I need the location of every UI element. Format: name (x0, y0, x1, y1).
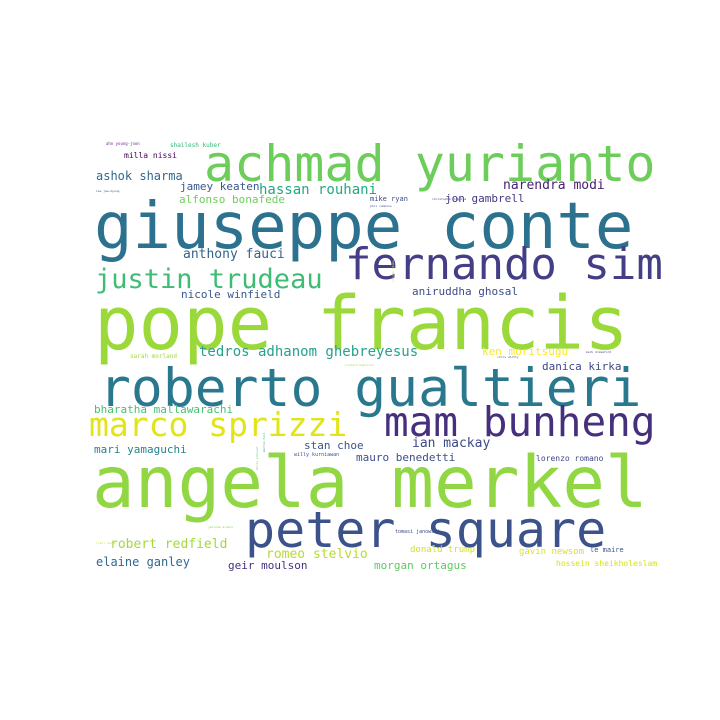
word-mam-bunheng: mam bunheng (384, 398, 656, 446)
word-anthony-fauci: anthony fauci (183, 247, 285, 262)
word-tomasi-janowski: tomasi janowski (395, 529, 441, 535)
word-pope-francis: pope francis (94, 281, 629, 367)
word-bharatha-mallawarachi: bharatha mallawarachi (94, 403, 234, 416)
word-peter-square: peter square (245, 501, 607, 559)
word-ashok-sharma: ashok sharma (96, 169, 183, 183)
word-le-maire: le maire (590, 546, 624, 554)
word-tedros-adhanom-ghebreyesus: tedros adhanom ghebreyesus (199, 344, 419, 360)
word-elaine-ganley: elaine ganley (96, 555, 190, 569)
word-mark-drakeford: mark drakeford (586, 350, 612, 354)
word-angela-merkel: angela merkel (92, 441, 648, 524)
word-milla-nissi: milla nissi (124, 151, 177, 160)
word-christopher-higgins: christopher higgins (432, 197, 467, 201)
word-geir-moulson: geir moulson (228, 559, 308, 572)
word-narendra-modi: narendra modi (503, 178, 605, 193)
word-jon-gambrell: jon gambrell (445, 192, 525, 205)
word-boris-johnson: boris johnson (255, 446, 259, 470)
word-roberto-gualtieri: roberto gualtieri (99, 358, 642, 419)
word-shailesh-kuber: shailesh kuber (170, 142, 221, 149)
word-chris-whitty: chris whitty (497, 355, 519, 359)
word-stan-choe: stan choe (304, 439, 364, 452)
word-phil-cummins: phil cummins (370, 204, 392, 208)
word-morgan-ortagus: morgan ortagus (374, 559, 467, 572)
word-ahn-young-joon: ahn young-joon (106, 141, 140, 146)
word-mauro-benedetti: mauro benedetti (356, 451, 456, 464)
word-mike-ryan: mike ryan (370, 195, 408, 203)
word-jacinda-ardern: jacinda ardern (208, 525, 234, 529)
word-martin-hill: martin hill (262, 432, 266, 452)
word-justin-trudeau: justin trudeau (95, 264, 323, 295)
word-ken-moritsugu: ken moritsugu (482, 345, 569, 358)
word-lee-jae-myung: lee jae-myung (96, 189, 120, 193)
word-gavin-newsom: gavin newsom (519, 547, 585, 557)
word-rishi-sunak: rishi sunak (96, 541, 116, 545)
word-hossein-sheikholeslam: hossein sheikholeslam (556, 559, 658, 568)
word-danica-kirka: danica kirka (542, 360, 622, 373)
word-marco-sprizzi: marco sprizzi (89, 405, 348, 444)
word-jerome-adams: jerome adams (391, 260, 395, 282)
word-nicole-winfield: nicole winfield (181, 288, 281, 301)
word-richard-hamilton: richard hamilton (345, 363, 374, 367)
word-lorenzo-romano: lorenzo romano (536, 454, 604, 463)
word-mari-yamaguchi: mari yamaguchi (94, 443, 187, 456)
word-jamey-keaten: jamey keaten (180, 180, 260, 193)
word-willy-kurniawan: willy kurniawan (294, 452, 340, 458)
word-romeo-stelvio: romeo stelvio (266, 547, 368, 562)
word-aniruddha-ghosal: aniruddha ghosal (412, 285, 518, 298)
word-ian-mackay: ian mackay (412, 436, 491, 451)
word-hassan-rouhani: hassan rouhani (259, 182, 378, 198)
word-sarah-morland: sarah morland (130, 353, 177, 360)
word-achmad-yurianto: achmad yurianto (204, 135, 656, 193)
word-giuseppe-conte: giuseppe conte (94, 190, 634, 264)
word-robert-redfield: robert redfield (110, 537, 228, 552)
word-alfonso-bonafede: alfonso bonafede (179, 193, 285, 206)
word-fernando-sim: fernando sim (345, 239, 663, 290)
word-donald-trump: donald trump (410, 545, 476, 555)
